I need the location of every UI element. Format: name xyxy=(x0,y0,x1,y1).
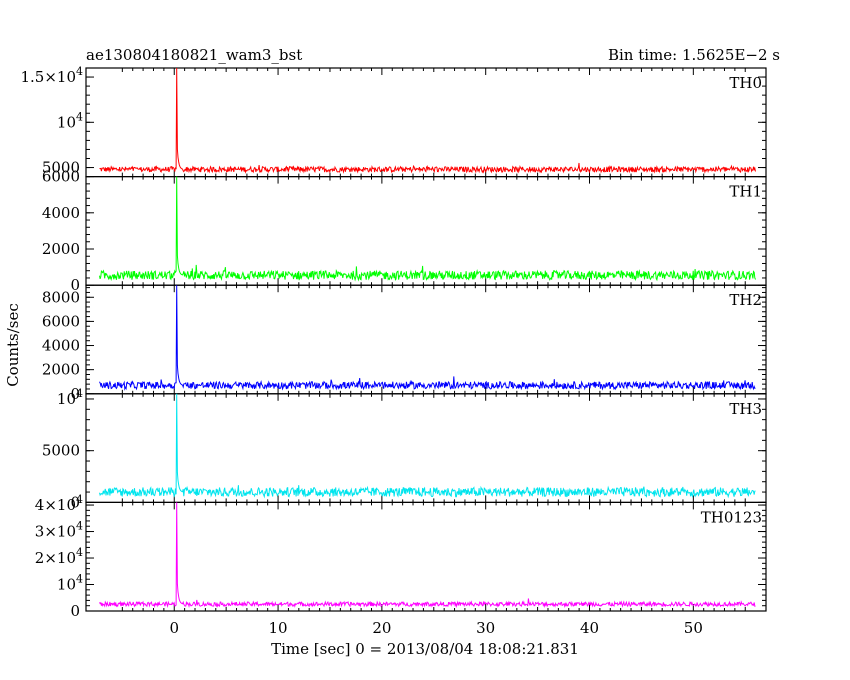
y-axis-label: Counts/sec xyxy=(4,303,22,387)
panel-frame-th3 xyxy=(85,393,767,503)
y-tick-label: 2000 xyxy=(42,240,80,258)
y-tick-label: 0 xyxy=(70,602,80,620)
series-line-th3 xyxy=(99,393,756,499)
x-tick-label: 50 xyxy=(684,619,703,637)
y-tick-label: 0 xyxy=(70,385,80,403)
y-tick-label: 2×104 xyxy=(35,546,83,567)
x-tick-label: 10 xyxy=(269,619,288,637)
y-tick-label: 5000 xyxy=(42,442,80,460)
series-line-th0 xyxy=(99,67,756,174)
y-tick-label: 8000 xyxy=(42,288,80,306)
y-tick-label: 6000 xyxy=(42,312,80,330)
y-tick-label: 4×104 xyxy=(35,493,83,514)
panel-label-th1: TH1 xyxy=(729,183,762,201)
panels-group: 50001041.5×104TH00200040006000TH10200040… xyxy=(20,65,767,637)
y-tick-label: 0 xyxy=(70,276,80,294)
bin-time-label: Bin time: 1.5625E−2 s xyxy=(608,46,780,64)
y-tick-label: 1.5×104 xyxy=(20,65,83,86)
y-tick-label: 4000 xyxy=(42,204,80,222)
chart-title: ae130804180821_wam3_bst xyxy=(86,46,302,64)
series-line-th0123 xyxy=(99,502,756,609)
panel-label-th0: TH0 xyxy=(729,74,762,92)
y-tick-label: 6000 xyxy=(42,168,80,186)
y-tick-label: 104 xyxy=(57,573,83,594)
panel-frame-th0123 xyxy=(85,501,767,612)
y-tick-label: 3×104 xyxy=(35,520,83,541)
panel-frame-th2 xyxy=(85,284,767,395)
panel-label-th2: TH2 xyxy=(729,291,762,309)
series-line-th2 xyxy=(99,285,756,391)
x-tick-label: 40 xyxy=(580,619,599,637)
y-tick-label: 2000 xyxy=(42,361,80,379)
x-tick-label: 0 xyxy=(169,619,179,637)
panel-frame-th1 xyxy=(85,176,767,286)
x-tick-label: 20 xyxy=(372,619,391,637)
x-tick-label: 30 xyxy=(476,619,495,637)
panel-frame-th0 xyxy=(85,67,767,178)
panel-label-th3: TH3 xyxy=(729,400,762,418)
y-tick-label: 5000 xyxy=(42,159,80,177)
panel-label-th0123: TH0123 xyxy=(701,508,762,526)
y-tick-label: 4000 xyxy=(42,337,80,355)
x-axis-label: Time [sec] 0 = 2013/08/04 18:08:21.831 xyxy=(271,640,579,658)
y-tick-label: 0 xyxy=(70,493,80,511)
series-line-th1 xyxy=(99,176,756,282)
y-tick-label: 104 xyxy=(57,387,83,408)
y-tick-label: 104 xyxy=(57,110,83,131)
